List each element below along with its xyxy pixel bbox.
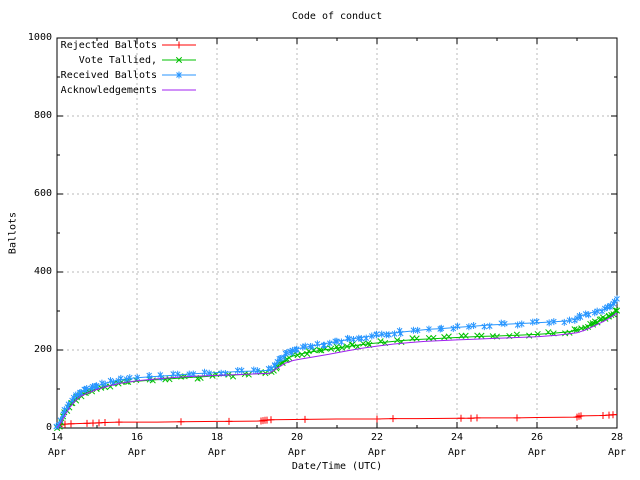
series-received-ballots	[53, 295, 620, 431]
y-tick-label: 800	[33, 110, 52, 121]
y-tick-label: 1000	[27, 32, 52, 43]
axes	[56, 37, 618, 429]
y-tick-label: 0	[45, 422, 52, 433]
x-tick-label-day: 16	[130, 432, 144, 443]
x-tick-label-month: Apr	[367, 447, 387, 458]
y-tick-label: 600	[33, 188, 52, 199]
x-tick-label-day: 26	[530, 432, 544, 443]
series-vote-tallied	[54, 307, 621, 432]
legend-label: Rejected Ballots	[60, 39, 157, 51]
x-tick-label-month: Apr	[527, 447, 547, 458]
legend-item-acknowledgements: Acknowledgements	[57, 83, 198, 97]
legend-label: Received Ballots	[60, 69, 157, 81]
x-tick-label-day: 20	[290, 432, 304, 443]
legend-sample-line-tallied	[162, 56, 196, 64]
chart-title: Code of conduct	[291, 11, 383, 22]
legend-item-received-ballots: Received Ballots	[57, 68, 198, 82]
legend-item-rejected-ballots: Rejected Ballots	[57, 38, 198, 52]
legend-item-vote-tallied: Vote Tallied,	[57, 53, 198, 67]
x-tick-label-day: 28	[610, 432, 624, 443]
legend-label: Acknowledgements	[60, 84, 157, 96]
legend-label: Vote Tallied,	[78, 54, 157, 66]
x-tick-label-day: 14	[50, 432, 64, 443]
x-tick-label-day: 22	[370, 432, 384, 443]
x-tick-label-month: Apr	[607, 447, 627, 458]
legend-sample-line-rejected	[162, 41, 196, 49]
y-axis-title: Ballots	[7, 211, 19, 255]
series-acknowledgements	[56, 312, 618, 429]
x-tick-label-month: Apr	[207, 447, 227, 458]
legend-sample-line-acks	[162, 89, 196, 91]
x-tick-label-month: Apr	[127, 447, 147, 458]
legend-sample-line-received	[162, 71, 196, 79]
y-tick-label: 400	[33, 266, 52, 277]
x-tick-label-month: Apr	[447, 447, 467, 458]
series-rejected-ballots	[55, 411, 618, 430]
x-tick-label-month: Apr	[287, 447, 307, 458]
x-axis-title: Date/Time (UTC)	[291, 461, 383, 472]
x-tick-label-month: Apr	[47, 447, 67, 458]
x-tick-label-day: 24	[450, 432, 464, 443]
y-tick-label: 200	[33, 344, 52, 355]
x-tick-label-day: 18	[210, 432, 224, 443]
